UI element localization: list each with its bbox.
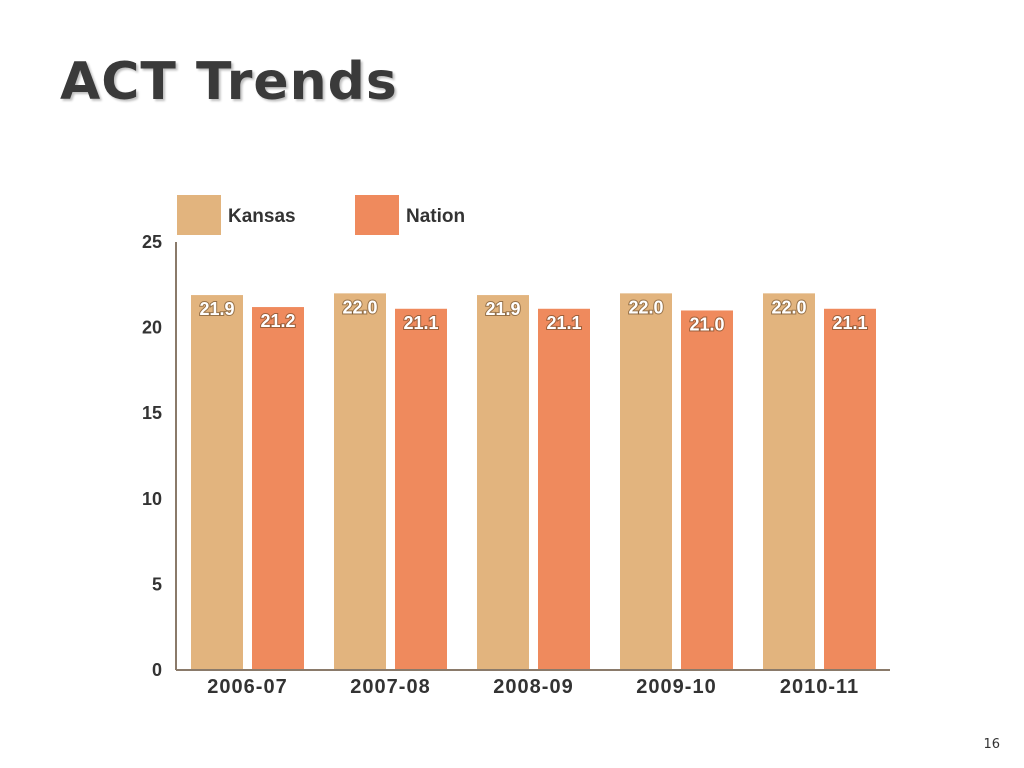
data-label-kansas-2010-11: 22.0 [771,297,806,317]
data-label-kansas-2007-08: 22.0 [342,297,377,317]
bar-nation-2010-11 [824,308,876,670]
bar-nation-2008-09 [538,308,590,670]
legend-swatch-kansas [177,195,221,235]
data-label-kansas-2006-07: 21.9 [199,299,234,319]
legend-label-nation: Nation [406,206,465,227]
data-label-nation-2010-11: 21.1 [832,313,867,333]
y-tick-label-10: 10 [142,489,162,509]
data-label-nation-2009-10: 21.0 [689,314,724,334]
page-number: 16 [983,737,1000,752]
bar-nation-2009-10 [681,310,733,670]
data-label-nation-2007-08: 21.1 [403,313,438,333]
x-tick-label-2008-09: 2008-09 [493,676,573,698]
data-label-nation-2006-07: 21.2 [260,311,295,331]
x-tick-label-2007-08: 2007-08 [350,676,430,698]
x-tick-label-2006-07: 2006-07 [207,676,287,698]
slide-title: ACT Trends [60,52,398,112]
x-tick-label-2009-10: 2009-10 [636,676,716,698]
y-tick-label-5: 5 [152,574,162,594]
data-label-kansas-2008-09: 21.9 [485,299,520,319]
y-tick-label-25: 25 [142,232,162,252]
bar-kansas-2006-07 [191,295,243,670]
data-label-nation-2008-09: 21.1 [546,313,581,333]
y-tick-label-0: 0 [152,660,162,680]
bar-nation-2007-08 [395,308,447,670]
x-tick-label-2010-11: 2010-11 [780,676,859,698]
y-tick-label-15: 15 [142,403,162,423]
legend-swatch-nation [355,195,399,235]
bar-kansas-2007-08 [334,293,386,670]
y-tick-label-20: 20 [142,318,162,338]
bar-kansas-2010-11 [763,293,815,670]
bar-nation-2006-07 [252,307,304,670]
bar-kansas-2008-09 [477,295,529,670]
data-label-kansas-2009-10: 22.0 [628,297,663,317]
legend-label-kansas: Kansas [228,206,296,227]
bar-kansas-2009-10 [620,293,672,670]
